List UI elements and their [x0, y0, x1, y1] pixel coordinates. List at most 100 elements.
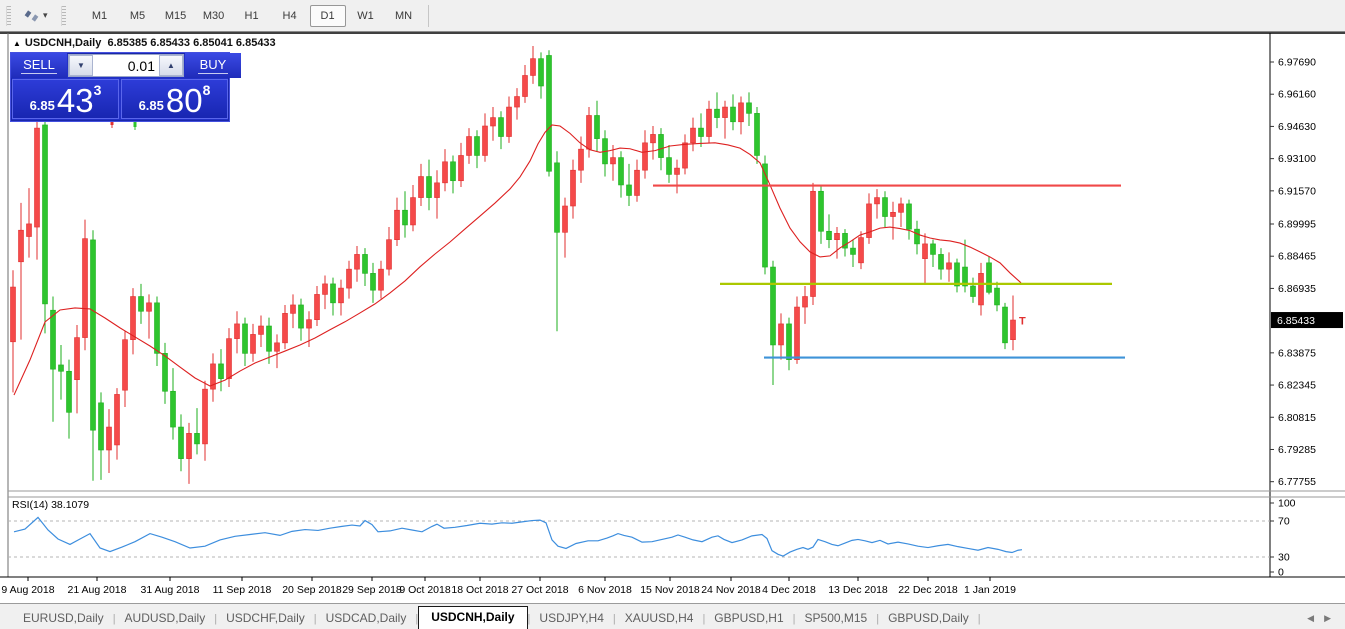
- rsi-axis-label: 0: [1278, 567, 1284, 579]
- price-axis-label: 6.88465: [1278, 251, 1316, 263]
- chart-symbol-label: USDCNH,Daily: [24, 37, 102, 49]
- rsi-axis: 100 70 30 0: [1270, 498, 1296, 579]
- tab-usdchf-daily[interactable]: USDCHF,Daily: [226, 611, 305, 625]
- tab-audusd-daily[interactable]: AUDUSD,Daily: [124, 611, 206, 625]
- date-axis-label: 6 Nov 2018: [578, 584, 632, 596]
- price-axis-label: 6.82345: [1278, 380, 1316, 392]
- date-axis-label: 18 Oct 2018: [451, 584, 508, 596]
- buy-button[interactable]: BUY: [185, 53, 241, 78]
- tab-separator: |: [876, 613, 880, 625]
- price-axis-label: 6.94630: [1278, 121, 1316, 133]
- chart-ohlc-values: 6.85385 6.85433 6.85041 6.85433: [107, 37, 276, 49]
- price-axis-label: 6.77755: [1278, 476, 1316, 488]
- date-axis-label: 9 Aug 2018: [1, 584, 54, 596]
- date-axis-label: 13 Dec 2018: [828, 584, 888, 596]
- volume-field: [93, 55, 159, 76]
- current-price-tag-text: 6.85433: [1277, 315, 1315, 327]
- date-axis-label: 20 Sep 2018: [282, 584, 342, 596]
- trade-level-marker: T: [1019, 316, 1026, 328]
- volume-decrease-button[interactable]: ▼: [69, 55, 93, 76]
- volume-spinner: ▼ ▲: [68, 54, 184, 77]
- tab-sp500-m15[interactable]: SP500,M15: [804, 611, 868, 625]
- symbol-tab-bar: EURUSD,Daily | AUDUSD,Daily | USDCHF,Daily | U…: [0, 603, 1345, 629]
- chart-canvas[interactable]: T 6.97690 6.96160 6.94630 6.93100 6.91570 6.89…: [0, 32, 1345, 604]
- toolbar-grip[interactable]: [60, 5, 66, 26]
- sell-button[interactable]: SELL: [11, 53, 67, 78]
- date-axis-label: 22 Dec 2018: [898, 584, 958, 596]
- timeframe-button-h4[interactable]: H4: [282, 9, 297, 22]
- tab-separator: |: [313, 613, 317, 625]
- tab-scroll-left-icon[interactable]: ◀: [1307, 613, 1315, 623]
- tab-xauusd-h4[interactable]: XAUUSD,H4: [624, 611, 694, 625]
- collapse-triangle-icon[interactable]: ▲: [13, 39, 21, 48]
- tab-usdcad-daily[interactable]: USDCAD,Daily: [325, 611, 407, 625]
- tab-eurusd-daily[interactable]: EURUSD,Daily: [23, 611, 104, 625]
- chart-window-button[interactable]: ▾: [17, 5, 55, 27]
- chart-background: [0, 33, 1345, 603]
- rsi-label: RSI(14) 38.1079: [12, 499, 89, 511]
- tab-separator: |: [527, 613, 531, 625]
- tab-separator: |: [977, 613, 981, 625]
- tab-separator: |: [415, 613, 419, 625]
- sell-price-pip: 3: [93, 82, 102, 98]
- price-axis-label: 6.79285: [1278, 444, 1316, 456]
- tab-scroll-right-icon[interactable]: ▶: [1324, 613, 1331, 623]
- chart-window-icon: [24, 9, 39, 22]
- tab-separator: |: [702, 613, 706, 625]
- rsi-line: [13, 516, 1023, 557]
- price-axis-label: 6.80815: [1278, 412, 1316, 424]
- date-axis-label: 4 Dec 2018: [762, 584, 816, 596]
- sell-price-prefix: 6.85: [29, 98, 55, 113]
- tab-gbpusd-daily[interactable]: GBPUSD,Daily: [888, 611, 969, 625]
- date-axis-label: 31 Aug 2018: [141, 584, 200, 596]
- date-axis-label: 15 Nov 2018: [640, 584, 700, 596]
- tab-usdjpy-h4[interactable]: USDJPY,H4: [539, 611, 604, 625]
- chevron-down-icon: ▾: [43, 10, 48, 20]
- timeframe-button-w1[interactable]: W1: [357, 9, 374, 22]
- price-axis-label: 6.86935: [1278, 283, 1316, 295]
- buy-price-pip: 8: [202, 82, 211, 98]
- toolbar-grip[interactable]: [6, 5, 11, 26]
- timeframe-button-mn[interactable]: MN: [394, 9, 413, 22]
- timeframe-button-h1[interactable]: H1: [244, 9, 259, 22]
- tab-separator: |: [112, 613, 116, 625]
- date-axis-label: 1 Jan 2019: [964, 584, 1016, 596]
- tab-separator: |: [612, 613, 616, 625]
- timeframe-button-m30[interactable]: M30: [202, 9, 225, 22]
- price-axis-label: 6.83875: [1278, 347, 1316, 359]
- date-axis-label: 9 Oct 2018: [399, 584, 451, 596]
- price-axis: 6.97690 6.96160 6.94630 6.93100 6.91570 6.899…: [1270, 57, 1343, 488]
- price-axis-label: 6.89995: [1278, 218, 1316, 230]
- price-axis-label: 6.91570: [1278, 185, 1316, 197]
- timeframe-buttons: M1 M5 M15 M30 H1 H4 D1 W1 MN: [82, 4, 422, 27]
- volume-input[interactable]: [93, 56, 159, 75]
- buy-price-box[interactable]: 6.85 80 8: [121, 79, 228, 119]
- candles-layer: [10, 46, 1016, 484]
- tab-gbpusd-h1[interactable]: GBPUSD,H1: [714, 611, 784, 625]
- timeframe-button-m5[interactable]: M5: [129, 9, 146, 22]
- tab-usdcnh-daily[interactable]: USDCNH,Daily: [418, 606, 528, 629]
- timeframe-button-m15[interactable]: M15: [164, 9, 187, 22]
- horizontal-lines-layer: [653, 184, 1125, 359]
- volume-increase-button[interactable]: ▲: [159, 55, 183, 76]
- chevron-down-icon: ▼: [77, 61, 85, 70]
- date-axis-label: 29 Sep 2018: [342, 584, 402, 596]
- date-axis-label: 21 Aug 2018: [68, 584, 127, 596]
- tab-scroll-buttons: ◀ ▶: [1307, 613, 1331, 629]
- buy-price-main: 80: [165, 82, 203, 119]
- timeframe-button-d1[interactable]: D1: [309, 4, 346, 27]
- rsi-axis-label: 70: [1278, 516, 1290, 528]
- sell-price-box[interactable]: 6.85 43 3: [12, 79, 119, 119]
- rsi-axis-label: 100: [1278, 498, 1296, 510]
- current-price-tag: [1271, 312, 1343, 329]
- toolbar-separator: [427, 4, 429, 27]
- timeframe-button-m1[interactable]: M1: [91, 9, 108, 22]
- moving-average-line: [13, 124, 1022, 396]
- tab-separator: |: [214, 613, 218, 625]
- date-axis-label: 11 Sep 2018: [213, 584, 272, 596]
- price-axis-label: 6.96160: [1278, 89, 1316, 101]
- buy-price-prefix: 6.85: [138, 98, 164, 113]
- sell-price-main: 43: [56, 82, 94, 119]
- date-axis: 9 Aug 2018 21 Aug 2018 31 Aug 2018 11 Sep 2…: [1, 577, 1016, 596]
- date-axis-label: 27 Oct 2018: [511, 584, 568, 596]
